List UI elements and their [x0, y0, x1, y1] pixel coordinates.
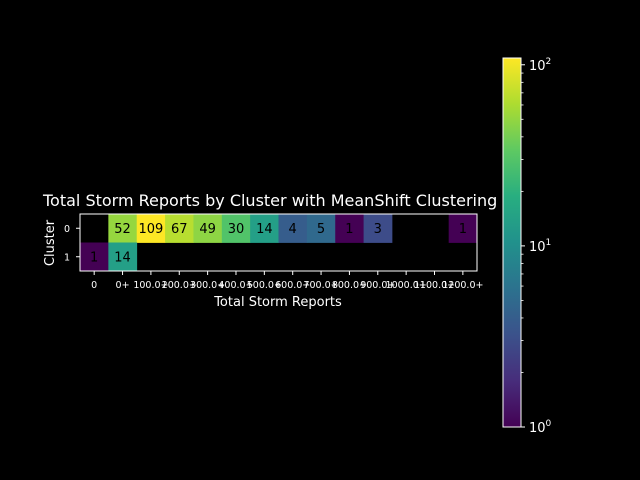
x-tick-label: 100.0+ [133, 280, 168, 291]
heatmap-cell [193, 214, 223, 243]
cell-value-label: 1 [459, 222, 467, 237]
heatmap-cell [448, 214, 478, 243]
cell-value-label: 109 [138, 222, 163, 237]
x-axis-label: Total Storm Reports [213, 295, 342, 310]
heatmap-cell [80, 242, 109, 272]
cell-value-label: 1 [345, 222, 353, 237]
cell-value-label: 3 [374, 222, 382, 237]
x-tick-label: 0+ [116, 280, 130, 291]
cell-value-label: 14 [256, 222, 273, 237]
y-tick-label: 0 [64, 224, 70, 235]
colorbar-ticks: 100 101 102 [521, 57, 552, 436]
cell-value-label: 5 [317, 222, 325, 237]
heatmap-cells [80, 214, 478, 272]
colorbar-gradient [502, 57, 522, 428]
colorbar: 100 101 102 [502, 57, 552, 436]
chart-title: Total Storm Reports by Cluster with Mean… [42, 191, 497, 210]
y-tick-labels: 01 [64, 224, 80, 263]
heatmap-cell [363, 214, 393, 243]
x-tick-label: 600.0+ [275, 280, 310, 291]
y-tick-label: 1 [64, 252, 70, 263]
x-tick-label: 200.0+ [162, 280, 197, 291]
heatmap-cell [221, 214, 251, 243]
y-axis-label: Cluster [43, 219, 58, 266]
cell-value-label: 67 [171, 222, 188, 237]
x-tick-label: 400.0+ [218, 280, 253, 291]
x-tick-label: 800.0+ [332, 280, 367, 291]
heatmap-cell [108, 242, 138, 272]
heatmap-cell-labels: 52 109 67 49 30 14 4 5 1 3 1 1 14 [90, 222, 467, 266]
cell-value-label: 4 [289, 222, 297, 237]
colorbar-tick-label: 101 [529, 238, 551, 255]
cell-value-label: 14 [114, 250, 131, 265]
heatmap-cell [250, 214, 279, 243]
x-tick-label: 1200.0+ [442, 280, 483, 291]
cell-value-label: 30 [228, 222, 245, 237]
cell-value-label: 49 [199, 222, 216, 237]
colorbar-tick-label: 102 [529, 57, 551, 74]
heatmap-cell [165, 214, 194, 243]
heatmap-cell [335, 214, 364, 243]
cell-value-label: 52 [114, 222, 131, 237]
x-tick-label: 900.0+ [360, 280, 395, 291]
colorbar-tick-label: 100 [529, 419, 552, 436]
heatmap-cell [278, 214, 308, 243]
x-tick-label: 300.0+ [190, 280, 225, 291]
x-tick-label: 0 [91, 280, 97, 291]
heatmap-cell [306, 214, 336, 243]
x-tick-label: 700.0+ [303, 280, 338, 291]
heatmap-cell [136, 214, 166, 243]
x-tick-label: 1000.0+ [386, 280, 427, 291]
x-tick-label: 500.0+ [247, 280, 282, 291]
heatmap-cell [108, 214, 138, 243]
plot-frame [79, 213, 478, 272]
x-tick-labels: 0 0+ 100.0+200.0+300.0+400.0+500.0+600.0+7… [91, 271, 483, 291]
cell-value-label: 1 [90, 250, 98, 265]
x-tick-label: 1100.0+ [414, 280, 455, 291]
